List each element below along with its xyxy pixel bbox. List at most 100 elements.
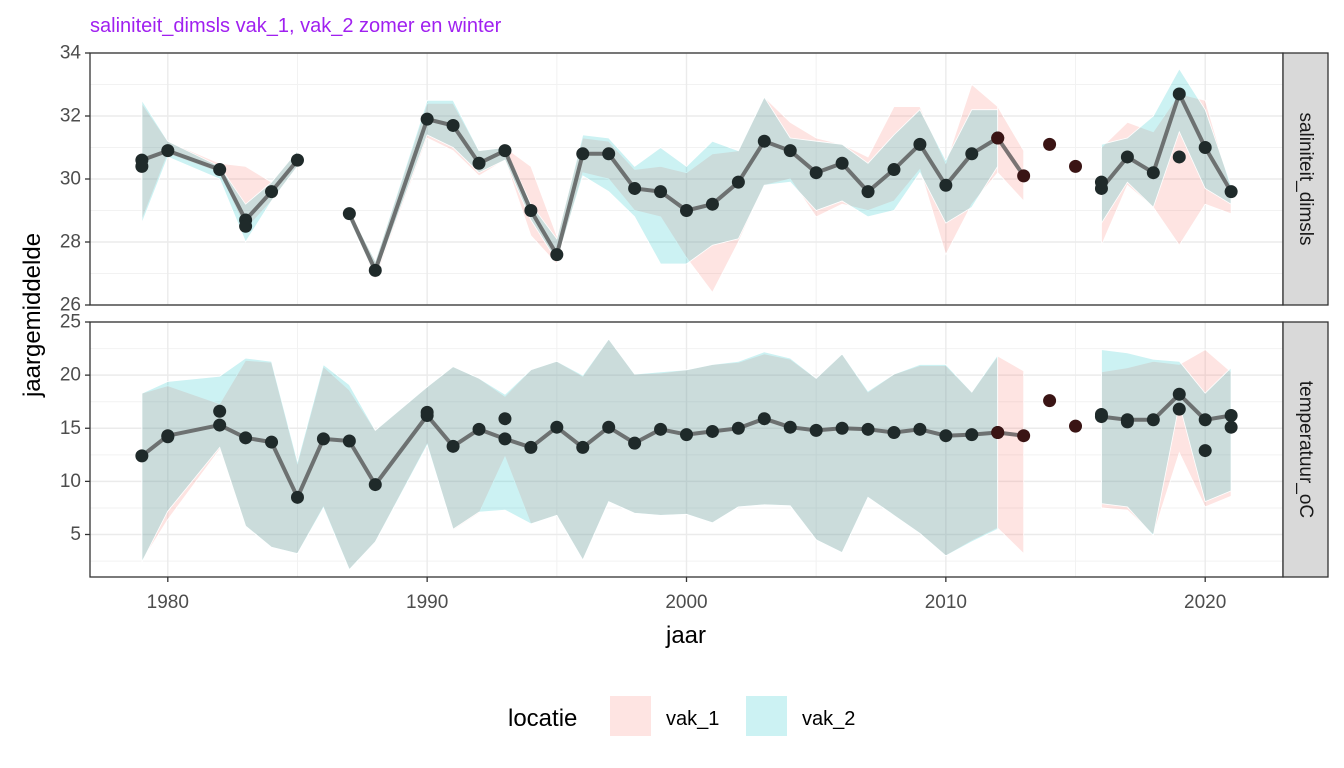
y-tick-label: 34 bbox=[60, 43, 82, 64]
x-tick-label: 1980 bbox=[147, 592, 189, 613]
data-point bbox=[446, 118, 460, 132]
data-point bbox=[342, 434, 356, 448]
data-point bbox=[1043, 394, 1057, 408]
ribbon-vak-2 bbox=[1101, 349, 1232, 537]
legend-label-vak-2: vak_2 bbox=[802, 708, 855, 730]
points bbox=[135, 387, 1238, 504]
data-point bbox=[913, 422, 927, 436]
panel-1: saliniteit_dimsls 26 28 30 32 34 bbox=[60, 43, 1329, 316]
data-point bbox=[991, 131, 1005, 145]
data-point bbox=[472, 422, 486, 436]
data-point bbox=[965, 147, 979, 161]
data-point bbox=[939, 429, 953, 443]
x-axis-ticks: 1980 1990 2000 2010 2020 bbox=[147, 577, 1226, 613]
data-point bbox=[887, 426, 901, 439]
data-point bbox=[835, 156, 849, 170]
data-point bbox=[602, 420, 616, 434]
data-point bbox=[550, 248, 564, 262]
data-point bbox=[265, 185, 279, 199]
data-point bbox=[939, 178, 953, 192]
data-point bbox=[835, 421, 849, 435]
data-point bbox=[316, 432, 330, 446]
facet-strip-label: temperatuur_oC bbox=[1295, 381, 1316, 518]
data-point bbox=[1069, 419, 1083, 433]
ribbon-vak-2 bbox=[1101, 68, 1232, 225]
x-tick-label: 2010 bbox=[925, 592, 967, 613]
data-point bbox=[342, 207, 356, 221]
data-point bbox=[1172, 150, 1186, 164]
x-tick-label: 1990 bbox=[406, 592, 448, 613]
data-point bbox=[498, 144, 512, 158]
data-point bbox=[290, 490, 304, 504]
data-point bbox=[654, 422, 668, 436]
series-line bbox=[1099, 91, 1233, 193]
x-tick-label: 2020 bbox=[1184, 592, 1226, 613]
y-tick-label: 32 bbox=[60, 106, 81, 127]
data-point bbox=[1017, 429, 1031, 443]
data-point bbox=[913, 137, 927, 151]
data-point bbox=[1198, 444, 1212, 458]
data-point bbox=[239, 431, 253, 445]
ribbon-vak-1 bbox=[1101, 349, 1232, 536]
data-point bbox=[161, 144, 175, 158]
y-axis-label: jaargemiddelde bbox=[19, 233, 46, 398]
data-point bbox=[861, 185, 875, 199]
data-point bbox=[1120, 415, 1134, 429]
data-point bbox=[446, 439, 460, 453]
data-point bbox=[861, 422, 875, 436]
facet-strip bbox=[1282, 321, 1329, 578]
data-point bbox=[654, 185, 668, 199]
data-point bbox=[1146, 166, 1160, 180]
facet-strip-label: saliniteit_dimsls bbox=[1295, 112, 1316, 245]
data-point bbox=[498, 412, 512, 426]
data-point bbox=[602, 147, 616, 161]
y-tick-label: 20 bbox=[60, 365, 81, 386]
data-point bbox=[1224, 420, 1238, 434]
x-tick-label: 2000 bbox=[665, 592, 707, 613]
data-point bbox=[161, 430, 175, 444]
data-point bbox=[420, 405, 434, 419]
data-point bbox=[809, 166, 823, 180]
data-point bbox=[1224, 185, 1238, 199]
data-point bbox=[783, 420, 797, 434]
data-point bbox=[965, 428, 979, 442]
data-point bbox=[239, 219, 253, 233]
series-line bbox=[996, 136, 1026, 177]
y-tick-label: 28 bbox=[60, 232, 81, 253]
data-point bbox=[1172, 387, 1186, 401]
data-point bbox=[757, 412, 771, 426]
legend-label-vak-1: vak_1 bbox=[666, 708, 719, 730]
data-point bbox=[368, 478, 382, 492]
data-point bbox=[213, 404, 227, 418]
data-point bbox=[576, 440, 590, 454]
data-point bbox=[1043, 137, 1057, 151]
data-point bbox=[1017, 169, 1031, 183]
legend-title: locatie bbox=[508, 705, 577, 732]
data-point bbox=[991, 426, 1005, 439]
y-axis-ticks: 5 10 15 20 25 bbox=[60, 312, 90, 545]
ribbon-vak-2 bbox=[141, 338, 999, 571]
data-point bbox=[368, 263, 382, 277]
data-point bbox=[524, 204, 538, 217]
data-point bbox=[809, 423, 823, 437]
data-point bbox=[1198, 413, 1212, 427]
data-point bbox=[628, 181, 642, 195]
data-point bbox=[1069, 159, 1083, 173]
y-tick-label: 5 bbox=[70, 524, 81, 545]
ribbon-vak-1 bbox=[997, 355, 1025, 555]
y-tick-label: 10 bbox=[60, 471, 81, 492]
data-point bbox=[290, 153, 304, 167]
data-point bbox=[524, 440, 538, 454]
y-tick-label: 26 bbox=[60, 295, 81, 316]
facet-strip bbox=[1282, 52, 1329, 306]
data-point bbox=[1172, 402, 1186, 416]
data-point bbox=[1094, 407, 1108, 421]
panels: saliniteit_dimsls 26 28 30 32 34 temperatuur_o… bbox=[60, 43, 1329, 613]
y-tick-label: 25 bbox=[60, 312, 81, 333]
data-point bbox=[472, 156, 486, 170]
data-point bbox=[680, 428, 693, 442]
legend: locatie vak_1 vak_2 bbox=[508, 696, 855, 736]
data-point bbox=[135, 449, 149, 463]
y-tick-label: 30 bbox=[60, 169, 81, 190]
